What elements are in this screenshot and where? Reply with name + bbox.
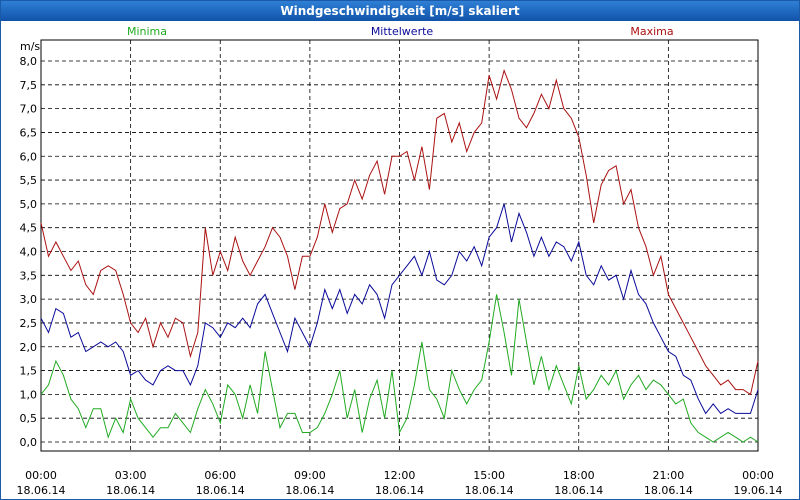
plot-area-border [40,39,759,452]
series-mittelwerte-line [40,203,759,415]
y-tick-label: 3,5 [20,269,38,282]
y-tick-label: 8,0 [20,55,38,68]
x-tick-time: 12:00 [384,469,416,482]
series-maxima-line [40,68,759,396]
x-tick-time: 18:00 [563,469,595,482]
y-axis-label: m/s [20,40,40,53]
window-title: Windgeschwindigkeit [m/s] skaliert [1,1,799,21]
x-tick-time: 15:00 [473,469,505,482]
x-tick-date: 18.06.14 [196,484,245,497]
y-tick-label: 1,5 [20,365,38,378]
y-tick-label: 1,0 [20,388,38,401]
x-axis-ticks: 00:00 18.06.14 03:00 18.06.14 06:00 18.06.14 0… [17,469,783,497]
x-tick-time: 00:00 [742,469,774,482]
x-tick-time: 00:00 [25,469,57,482]
x-tick-date: 19.06.14 [734,484,783,497]
x-tick-date: 18.06.14 [17,484,66,497]
legend-minima: Minima [127,25,167,38]
legend-maxima: Maxima [630,25,673,38]
x-tick-date: 18.06.14 [285,484,334,497]
y-tick-label: 6,5 [20,126,38,139]
y-tick-label: 6,0 [20,150,38,163]
y-tick-label: 3,0 [20,293,38,306]
y-tick-label: 2,5 [20,317,38,330]
x-tick-date: 18.06.14 [554,484,603,497]
y-tick-label: 5,5 [20,174,38,187]
x-tick-date: 18.06.14 [644,484,693,497]
y-tick-label: 0,5 [20,412,38,425]
x-tick-time: 21:00 [653,469,685,482]
y-axis-ticks: 0,0 0,5 1,0 1,5 2,0 2,5 3,0 3,5 4,0 4,5 5,0 5,5 6,0 6… [20,55,38,449]
x-tick-date: 18.06.14 [465,484,514,497]
y-tick-label: 7,5 [20,79,38,92]
x-tick-date: 18.06.14 [375,484,424,497]
x-tick-date: 18.06.14 [106,484,155,497]
y-tick-label: 4,5 [20,222,38,235]
y-tick-label: 0,0 [20,436,38,449]
legend-mittelwerte: Mittelwerte [371,25,434,38]
x-tick-time: 09:00 [294,469,326,482]
x-tick-time: 03:00 [115,469,147,482]
y-tick-label: 2,0 [20,341,38,354]
x-tick-time: 06:00 [204,469,236,482]
y-tick-label: 4,0 [20,246,38,259]
series-minima-line [40,294,759,443]
data-series [40,68,759,443]
grid-lines [41,40,758,451]
y-tick-label: 5,0 [20,198,38,211]
y-tick-label: 7,0 [20,103,38,116]
